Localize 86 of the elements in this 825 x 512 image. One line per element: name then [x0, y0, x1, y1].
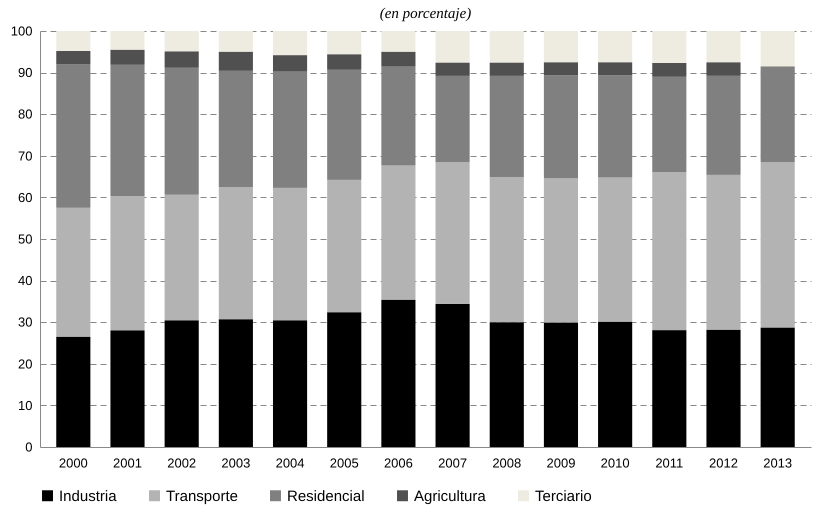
bar: [436, 162, 470, 304]
bar: [381, 52, 416, 66]
y-tick-label: 100: [10, 24, 32, 38]
y-tick-label: 70: [18, 148, 32, 164]
bar: [110, 31, 145, 50]
bar: [490, 177, 524, 322]
y-tick-label: 90: [18, 65, 32, 80]
bar: [218, 187, 253, 320]
bar: [272, 320, 308, 447]
bar: [164, 51, 199, 68]
x-tick-label: 2010: [600, 456, 630, 470]
bar: [706, 31, 741, 62]
bar: [706, 174, 741, 330]
bar: [490, 62, 524, 76]
bar: [760, 328, 795, 447]
bar: [110, 196, 145, 331]
bar: [110, 330, 145, 447]
x-tick-label: 2007: [438, 456, 468, 470]
y-tick-label: 80: [18, 106, 32, 122]
bar: [652, 172, 686, 330]
legend-label: Transporte: [166, 488, 238, 505]
legend-label: Agricultura: [414, 488, 486, 505]
x-tick-label: 2013: [763, 456, 792, 470]
x-tick-label: 2012: [709, 456, 738, 470]
bar: [544, 62, 578, 76]
bar: [544, 178, 578, 323]
x-tick-label: 2009: [546, 456, 576, 470]
bar: [598, 322, 632, 447]
bar: [598, 62, 632, 76]
bar: [272, 55, 308, 72]
y-tick-label: 10: [18, 398, 32, 413]
bar: [56, 336, 90, 447]
x-tick-label: 2000: [58, 456, 88, 470]
y-tick-label: 50: [18, 232, 32, 246]
bar: [436, 62, 470, 76]
x-tick-label: 2001: [113, 456, 142, 470]
bar: [218, 52, 253, 71]
bar: [652, 330, 686, 447]
bar: [598, 31, 632, 62]
x-tick-label: 2005: [330, 456, 359, 470]
chart-title: (en porcentaje): [380, 6, 472, 22]
bar: [544, 322, 578, 447]
x-tick-label: 2006: [384, 456, 413, 470]
bar: [218, 319, 253, 447]
y-tick-label: 40: [18, 273, 32, 288]
bar: [56, 208, 90, 337]
legend-label: Industria: [59, 488, 118, 505]
bar: [381, 300, 416, 447]
bar: [544, 31, 578, 62]
bar: [598, 177, 632, 322]
y-tick-label: 30: [18, 314, 32, 330]
bar: [436, 31, 470, 63]
bar: [490, 31, 524, 63]
bar: [706, 330, 741, 447]
bar: [110, 50, 145, 65]
bar: [272, 188, 308, 321]
bar: [164, 194, 199, 321]
legend-label: Residencial: [287, 488, 365, 505]
bar: [327, 312, 362, 447]
bar: [490, 322, 524, 447]
bar: [652, 63, 686, 77]
x-tick-label: 2004: [276, 456, 305, 470]
x-tick-label: 2003: [221, 456, 250, 470]
bar: [327, 180, 362, 312]
bar: [652, 31, 686, 64]
bar: [327, 54, 362, 70]
bar: [164, 320, 199, 447]
y-tick-label: 0: [25, 440, 32, 454]
y-tick-label: 20: [18, 356, 32, 372]
legend-label: Terciario: [535, 488, 592, 505]
x-tick-label: 2002: [167, 456, 196, 470]
bar: [327, 31, 362, 54]
bar: [381, 31, 416, 52]
y-tick-label: 60: [18, 190, 32, 205]
bar: [56, 50, 90, 64]
bar: [760, 31, 795, 66]
bar: [706, 62, 741, 76]
bar: [218, 31, 253, 52]
bar: [381, 165, 416, 300]
bar: [436, 304, 470, 447]
bar: [164, 31, 199, 52]
x-tick-label: 2011: [655, 456, 684, 470]
bar: [272, 31, 308, 56]
bar: [56, 31, 90, 51]
bar: [760, 162, 795, 328]
x-tick-label: 2008: [492, 456, 522, 470]
